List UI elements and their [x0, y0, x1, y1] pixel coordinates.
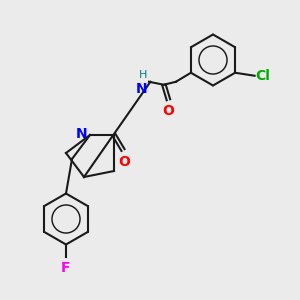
Text: O: O	[118, 154, 130, 169]
Text: F: F	[61, 261, 71, 275]
Text: Cl: Cl	[256, 69, 270, 83]
Text: H: H	[139, 70, 147, 80]
Text: O: O	[163, 104, 174, 118]
Text: N: N	[75, 127, 87, 140]
Text: N: N	[136, 82, 147, 96]
